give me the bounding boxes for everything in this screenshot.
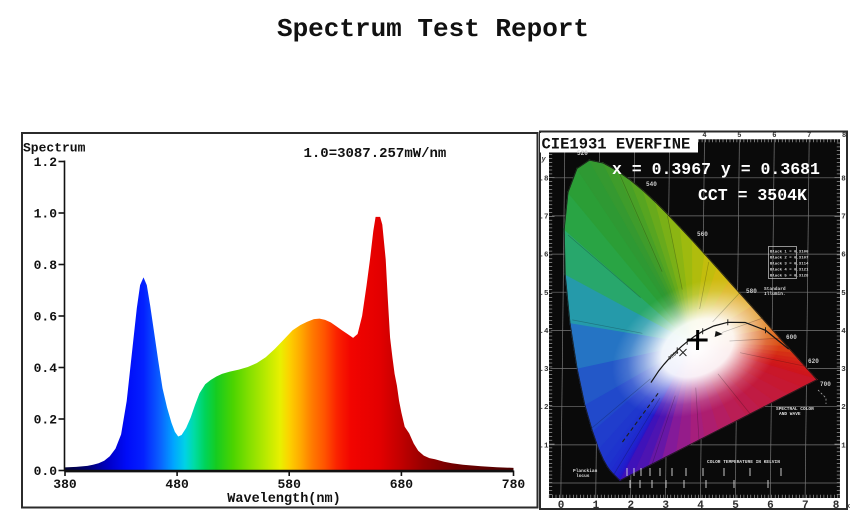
svg-text:540: 540 (646, 181, 657, 188)
svg-text:4: 4 (841, 328, 846, 336)
svg-text:locus: locus (576, 473, 590, 479)
svg-text:Black 3 = 0.3114: Black 3 = 0.3114 (770, 262, 809, 267)
svg-text:1: 1 (593, 500, 600, 512)
svg-text:560: 560 (697, 231, 708, 238)
svg-text:520: 520 (577, 150, 588, 157)
svg-text:Black 5 = 0.3128: Black 5 = 0.3128 (770, 274, 809, 279)
svg-text:x = 0.3967 y = 0.3681: x = 0.3967 y = 0.3681 (612, 160, 820, 179)
svg-text:380: 380 (53, 477, 77, 492)
svg-text:5: 5 (732, 500, 739, 512)
svg-text:x: x (846, 503, 851, 511)
svg-text:5: 5 (737, 132, 741, 140)
svg-text:2: 2 (627, 500, 634, 512)
svg-text:Black 4 = 0.3121: Black 4 = 0.3121 (770, 268, 809, 273)
svg-text:6: 6 (841, 252, 846, 260)
svg-text:.3: .3 (539, 366, 549, 374)
svg-text:1.0=3087.257mW/nm: 1.0=3087.257mW/nm (304, 146, 447, 162)
svg-text:Standard: Standard (764, 286, 786, 292)
svg-text:SPECTRAL COLOR: SPECTRAL COLOR (776, 406, 814, 412)
svg-text:580: 580 (746, 288, 757, 295)
svg-text:y: y (541, 156, 547, 164)
svg-text:700: 700 (820, 381, 831, 388)
svg-text:.6: .6 (539, 252, 549, 260)
svg-text:600: 600 (786, 334, 797, 341)
svg-text:.1: .1 (539, 442, 549, 450)
svg-text:8: 8 (842, 132, 846, 140)
svg-text:4: 4 (702, 132, 706, 140)
svg-text:7: 7 (807, 132, 811, 140)
svg-text:1.0: 1.0 (34, 207, 58, 222)
svg-text:Black 1 = 0.3100: Black 1 = 0.3100 (770, 250, 809, 255)
svg-text:1: 1 (841, 442, 846, 450)
svg-text:480: 480 (165, 477, 189, 492)
svg-text:8: 8 (833, 500, 840, 512)
svg-text:4: 4 (697, 500, 704, 512)
svg-text:2: 2 (841, 404, 846, 412)
svg-text:CIE1931 EVERFINE: CIE1931 EVERFINE (542, 136, 691, 154)
svg-text:5: 5 (841, 290, 846, 298)
svg-text:620: 620 (808, 358, 819, 365)
svg-text:CCT = 3504K: CCT = 3504K (698, 186, 807, 205)
svg-text:Illumin.: Illumin. (764, 291, 786, 297)
svg-text:3: 3 (841, 366, 846, 374)
svg-text:0.6: 0.6 (34, 310, 58, 325)
svg-text:0.4: 0.4 (34, 361, 58, 376)
svg-text:780: 780 (502, 477, 526, 492)
svg-text:8: 8 (841, 175, 846, 183)
svg-text:.4: .4 (539, 328, 549, 336)
svg-text:.5: .5 (539, 290, 549, 298)
svg-text:580: 580 (277, 477, 301, 492)
svg-text:Spectrum Test Report: Spectrum Test Report (277, 14, 589, 44)
svg-text:1.2: 1.2 (34, 155, 58, 170)
svg-text:3: 3 (662, 500, 669, 512)
svg-text:680: 680 (390, 477, 414, 492)
svg-text:AND WAVE: AND WAVE (779, 411, 801, 417)
svg-text:6: 6 (767, 500, 774, 512)
svg-text:Black 2 = 0.3107: Black 2 = 0.3107 (770, 256, 809, 261)
svg-text:.8: .8 (539, 175, 549, 183)
svg-text:0.8: 0.8 (34, 258, 58, 273)
svg-text:6: 6 (772, 132, 776, 140)
svg-text:0: 0 (558, 500, 565, 512)
svg-text:0.2: 0.2 (34, 413, 58, 428)
svg-text:.2: .2 (539, 404, 549, 412)
svg-text:Wavelength(nm): Wavelength(nm) (227, 492, 340, 507)
svg-text:0.0: 0.0 (34, 464, 58, 479)
svg-text:Planckian: Planckian (573, 468, 598, 474)
svg-text:7: 7 (802, 500, 809, 512)
svg-text:7: 7 (841, 213, 846, 221)
svg-text:COLOR TEMPERATURE IN KELVIN: COLOR TEMPERATURE IN KELVIN (707, 459, 780, 465)
svg-text:.7: .7 (539, 213, 548, 221)
svg-text:Spectrum: Spectrum (23, 141, 86, 156)
